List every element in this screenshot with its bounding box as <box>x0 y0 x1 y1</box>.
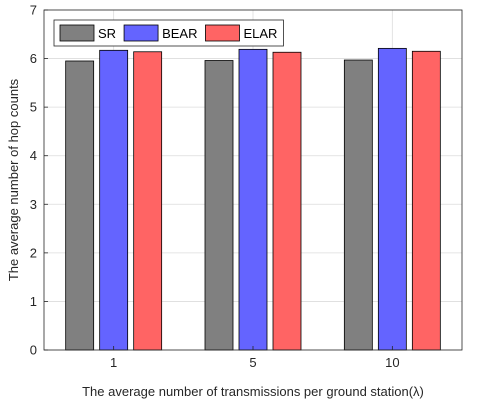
bar-elar-5 <box>272 51 302 351</box>
y-tick-label: 5 <box>30 100 37 115</box>
y-tick-label: 6 <box>30 51 37 66</box>
y-tick-label: 3 <box>30 197 37 212</box>
bar-bear-10 <box>377 47 407 351</box>
legend-swatch-sr <box>59 24 95 42</box>
bar-bear-5 <box>238 48 268 351</box>
x-tick-label: 5 <box>249 355 256 370</box>
y-tick-label: 2 <box>30 245 37 260</box>
x-tick-label: 10 <box>385 355 399 370</box>
y-axis-title: The average number of hop counts <box>6 78 21 281</box>
y-tick-label: 7 <box>30 3 37 18</box>
y-tick-label: 0 <box>30 343 37 358</box>
bar-bear-1 <box>99 49 129 351</box>
legend: SR BEAR ELAR <box>53 19 284 47</box>
bar-sr-5 <box>204 60 234 351</box>
x-axis: 1 5 10 <box>110 346 400 370</box>
x-tick-label: 1 <box>110 355 117 370</box>
bar-elar-10 <box>411 50 441 351</box>
bar-elar-1 <box>133 51 163 351</box>
y-tick-label: 4 <box>30 148 37 163</box>
bar-sr-10 <box>343 59 373 351</box>
bars <box>65 47 441 351</box>
legend-label-bear: BEAR <box>162 26 197 41</box>
y-axis: 0 1 2 3 4 5 6 7 <box>30 3 48 358</box>
legend-label-sr: SR <box>98 26 116 41</box>
legend-swatch-bear <box>123 24 159 42</box>
legend-label-elar: ELAR <box>243 26 277 41</box>
y-tick-label: 1 <box>30 294 37 309</box>
x-axis-title: The average number of transmissions per … <box>82 384 424 399</box>
bar-sr-1 <box>65 60 95 351</box>
legend-swatch-elar <box>205 24 240 42</box>
